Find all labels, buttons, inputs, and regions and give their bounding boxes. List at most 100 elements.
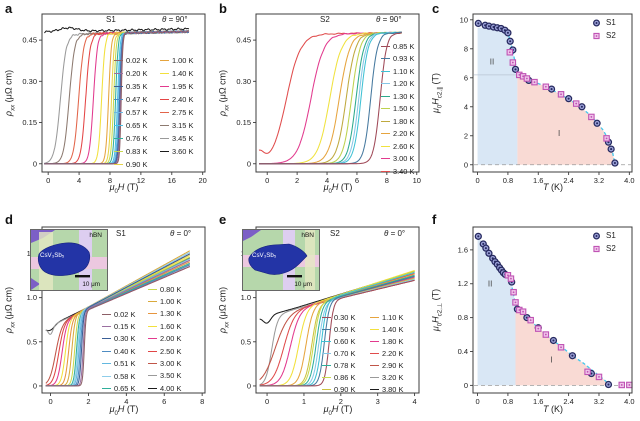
label-part: (T) [338,404,353,414]
x-tick-label: 8 [108,176,112,185]
y-axis-label: μ0Hc2,⊥ (T) [431,289,444,331]
x-axis-label: μ0H (T) [283,182,393,195]
label-part: μ [109,404,115,414]
curves-group [259,269,415,387]
curve-1.30K [45,261,191,387]
label-part: T [543,182,549,192]
label-part: (K) [548,404,563,414]
y-tick-label: 0 [247,159,251,168]
data-point-circle-dot [477,22,480,25]
data-point-square-dot [560,346,562,349]
curve-0.30K [259,279,415,387]
y-tick-label: 1.0 [27,293,37,302]
theta-label: θ = 90° [162,15,188,24]
panel-letter-b: b [219,1,227,16]
curve-3.60K [44,26,190,34]
x-tick-label: 6 [162,397,166,406]
panel-f: f 0 0.8 1.6 2.4 3.2 4.0 0 0.4 0.8 1.2 1.6 II I T (K)… [427,211,640,421]
label-part: θ [170,229,175,238]
x-axis-label: T (K) [498,182,608,192]
curve-3.20K [259,275,415,386]
label-part: 0 [114,187,118,195]
label-part: θ [162,15,167,24]
y-tick-label: 8 [464,44,468,53]
curve-1.10K [259,273,415,387]
x-tick-label: 3.2 [594,176,604,185]
curve-1.80K [259,276,415,387]
x-axis-label: μ0H (T) [69,182,179,195]
label-part: (T) [430,288,441,303]
scalebar-label: 10 μm [294,280,312,288]
label-part: (T) [124,404,139,414]
label-part: T [543,404,549,414]
y-axis-label: ρxx (μΩ cm) [4,70,17,116]
y-axis-label: μ0Hc2,∥ (T) [431,73,444,113]
label-part: (K) [548,182,563,192]
data-point-square-dot [522,310,524,313]
x-tick-label: 8 [385,176,389,185]
label-part: ρ [217,327,228,334]
sample-label: S1 [116,229,126,238]
y-tick-label: 0.4 [458,347,468,356]
curve-0.90K [259,277,415,387]
axes-box [41,13,206,173]
y-tick-label: 0.45 [236,36,251,45]
device-micrograph [31,230,107,290]
label-part: (μΩ cm) [3,69,14,105]
x-tick-label: 0 [48,397,52,406]
x-tick-label: 0.8 [503,397,513,406]
data-point-square-dot [514,301,517,304]
x-tick-label: 0 [46,176,50,185]
curve-1.00K [45,250,191,387]
sample-label: S2 [320,15,330,24]
data-point-circle-dot [482,242,485,245]
x-tick-label: 4 [325,176,329,185]
x-tick-label: 4.0 [624,397,634,406]
region-label-II: II [488,279,492,288]
data-point-circle-dot [506,31,509,34]
label-part: ρ [3,110,14,117]
data-point-square-dot [537,327,540,330]
data-point-circle-dot [571,354,574,357]
curves-group [44,26,190,165]
region-II-fill [477,27,518,165]
region-I-fill [517,72,615,165]
y-tick-label: 0.5 [27,337,37,346]
inset-purple-patch [243,230,261,241]
region-label-II: II [490,58,494,67]
label-part: (μΩ cm) [217,69,228,105]
data-point-circle-dot [514,68,517,71]
data-point-circle-dot [567,97,570,100]
y-axis-label: ρxx (μΩ cm) [4,287,17,333]
label-part: μ [109,182,115,192]
y-tick-label: 0 [464,381,468,390]
device-inset: hBN CsV₃Sb₅ 10 μm [30,229,108,291]
data-point-circle-dot [487,25,490,28]
label-part: = 0° [388,229,406,238]
x-tick-label: 1.6 [533,176,543,185]
x-tick-label: 0 [475,397,479,406]
material-label: CsV₃Sb₅ [40,252,65,259]
data-point-square-dot [518,309,521,311]
y-tick-label: 0 [247,381,251,390]
y-tick-label: 1.2 [458,279,468,288]
x-tick-label: 0.8 [503,176,513,185]
data-point-circle-dot [613,161,616,165]
curve-0.02K [44,30,190,165]
region-II-fill [477,235,516,386]
x-tick-label: 10 [413,176,421,185]
label-part: μ [323,182,329,192]
inset-flake [248,243,308,275]
label-part: (T) [430,72,441,87]
x-tick-label: 16 [168,176,176,185]
x-tick-label: 3.2 [594,397,604,406]
label-part: c2,∥ [436,86,444,99]
data-point-square-dot [522,75,524,78]
label-part: H [331,182,339,192]
y-tick-label: 0.8 [458,313,468,322]
data-point-square-dot [529,319,532,322]
y-tick-label: 1.0 [241,293,251,302]
